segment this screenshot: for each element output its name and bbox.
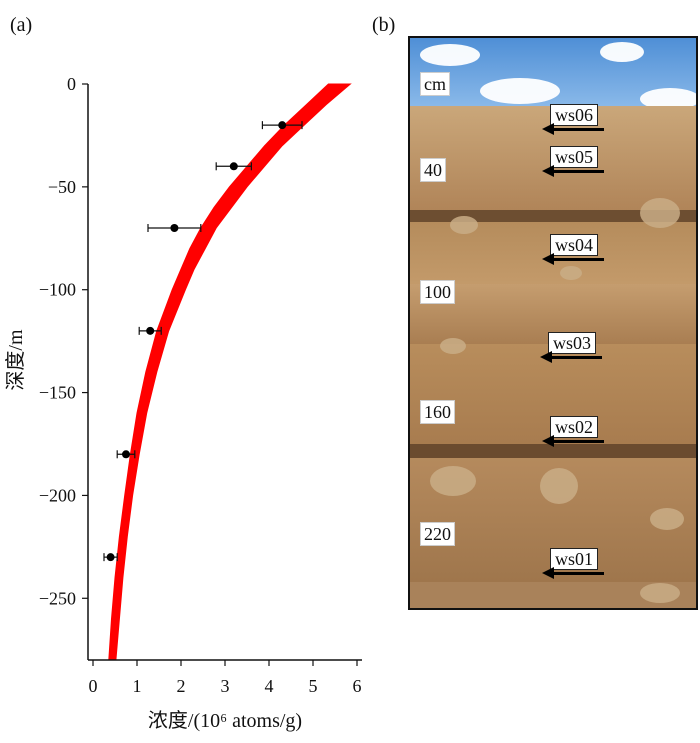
y-tick-label: −50 <box>48 177 76 197</box>
point-marker <box>229 162 238 171</box>
depth-label-220: 220 <box>420 522 455 546</box>
dark-band-1 <box>410 210 696 222</box>
data-point-6 <box>103 553 118 562</box>
point-marker <box>278 121 287 130</box>
sample-arrow-ws01 <box>542 567 604 579</box>
sample-arrow-ws04 <box>542 253 604 265</box>
depth-profile-chart: 0 1 2 3 4 5 6 0 −50 −100 −150 −200 −250 浓度/(10⁶ ato… <box>4 74 362 732</box>
x-tick-label: 2 <box>177 676 186 696</box>
depth-label-40: 40 <box>420 158 446 182</box>
data-point-5 <box>116 450 136 459</box>
data-point-4 <box>138 326 162 335</box>
y-tick-label: −200 <box>39 485 76 505</box>
x-tick-label: 3 <box>221 676 230 696</box>
point-marker <box>106 553 115 562</box>
depth-label-160: 160 <box>420 400 455 424</box>
y-tick-label: 0 <box>67 74 76 94</box>
sample-label-ws06: ws06 <box>550 104 599 126</box>
point-marker <box>170 224 179 232</box>
sample-arrow-ws06 <box>542 123 604 135</box>
x-tick-label: 5 <box>309 676 318 696</box>
y-tick-label: −100 <box>39 280 76 300</box>
outcrop-photo: cm 40 100 160 220 ws06 ws05 ws04 ws03 ws… <box>408 36 698 610</box>
x-tick-label: 1 <box>133 676 142 696</box>
x-tick-label: 4 <box>265 676 274 696</box>
sample-label-ws03: ws03 <box>548 332 597 354</box>
sample-arrow-ws03 <box>540 351 602 363</box>
x-tick-label: 6 <box>353 676 362 696</box>
data-point-1 <box>261 121 303 130</box>
fit-curve-band <box>108 83 352 661</box>
point-marker <box>122 450 130 459</box>
sample-label-ws01: ws01 <box>550 548 599 570</box>
y-tick-label: −250 <box>39 588 76 608</box>
x-axis-title: 浓度/(10⁶ atoms/g) <box>148 709 302 732</box>
sample-label-ws02: ws02 <box>550 416 599 438</box>
data-point-3 <box>147 224 202 232</box>
y-axis-title: 深度/m <box>4 329 27 391</box>
depth-label-100: 100 <box>420 280 455 304</box>
sample-label-ws04: ws04 <box>550 234 599 256</box>
panel-a-label: (a) <box>10 14 33 36</box>
sample-label-ws05: ws05 <box>550 146 599 168</box>
dark-band-2 <box>410 444 696 458</box>
panel-b-label: (b) <box>372 14 396 36</box>
data-point-2 <box>215 162 252 171</box>
x-tick-label: 0 <box>89 676 98 696</box>
sample-arrow-ws02 <box>542 435 604 447</box>
point-marker <box>146 326 155 335</box>
y-tick-label: −150 <box>39 383 76 403</box>
depth-unit-label: cm <box>420 72 450 96</box>
sample-arrow-ws05 <box>542 165 604 177</box>
